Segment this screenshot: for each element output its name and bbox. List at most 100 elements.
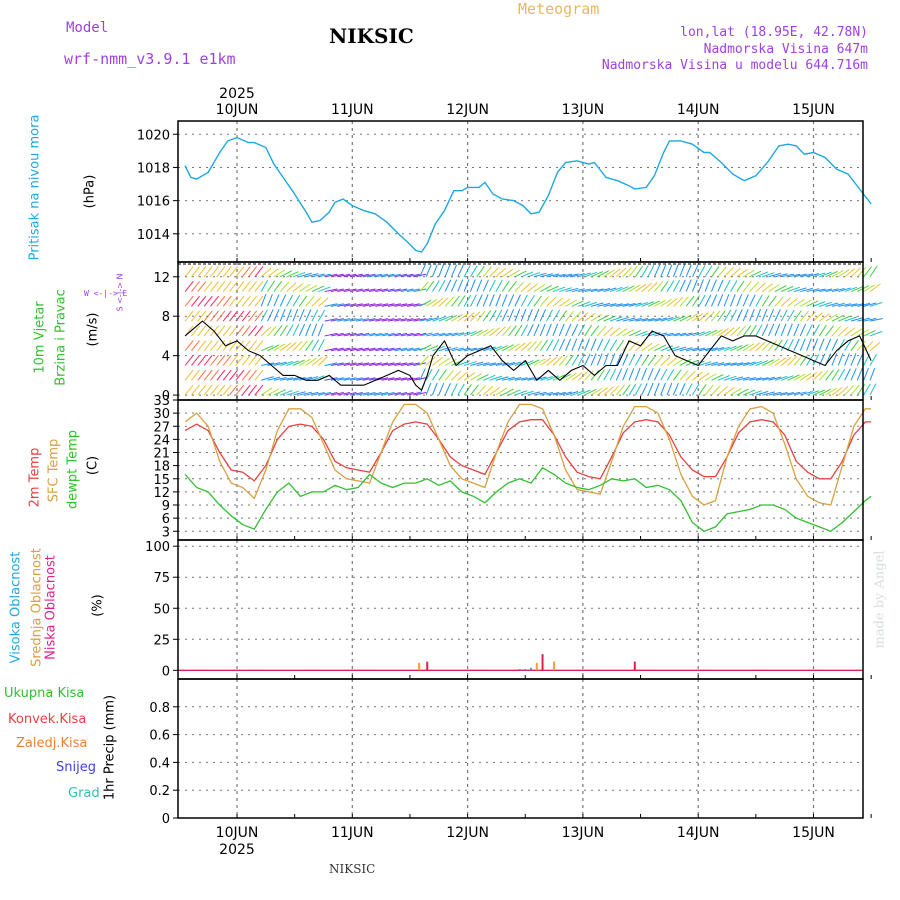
wind-barb <box>241 325 251 337</box>
wind-barb <box>406 303 420 307</box>
wind-barb <box>749 342 761 352</box>
wind-barb <box>476 362 490 366</box>
wind-barb <box>470 279 476 292</box>
wind-barb <box>844 368 851 381</box>
wind-barb <box>343 347 357 352</box>
wind-barb <box>787 323 793 337</box>
wind-barb <box>476 385 487 396</box>
wind-barb <box>539 296 550 307</box>
wind-barb <box>292 376 306 381</box>
wind-barb <box>508 281 517 292</box>
wind-barb <box>590 338 597 351</box>
wind-barb <box>831 386 843 396</box>
wind-barb <box>184 266 194 278</box>
wind-barb <box>673 346 687 352</box>
wind-barb <box>730 326 741 337</box>
wind-barb <box>666 346 680 352</box>
wind-barb <box>260 309 268 322</box>
wind-barb <box>590 302 604 307</box>
wind-barb <box>609 339 618 351</box>
x-day-label-top: 15JUN <box>792 102 835 118</box>
wind-barb <box>704 361 718 366</box>
wind-barb <box>781 285 794 293</box>
wind-barb <box>654 355 664 366</box>
wind-barb <box>501 309 509 322</box>
wind-barb <box>628 266 638 278</box>
wind-barb <box>381 377 395 381</box>
axis-layer: 1014101610181020048123691215182124273033… <box>137 86 872 858</box>
wind-barb <box>248 369 258 381</box>
wind-barb <box>184 369 194 381</box>
wind-barb <box>330 377 344 381</box>
wind-barb <box>825 338 832 351</box>
wind-barb <box>394 303 408 307</box>
wind-barb <box>818 324 827 337</box>
wind-barb <box>356 303 370 307</box>
wind-barb <box>527 340 537 352</box>
wind-barb <box>305 273 319 278</box>
wind-barb <box>235 384 245 396</box>
wind-barb <box>666 264 673 277</box>
wind-barb <box>387 362 401 366</box>
wind-barb <box>584 271 598 278</box>
wind-barb <box>565 323 572 337</box>
wind-barb <box>229 369 238 381</box>
wind-barb <box>673 358 685 366</box>
wind-barb <box>717 294 724 307</box>
wind-barb <box>628 284 641 293</box>
wind-barb <box>869 283 881 292</box>
wind-barb <box>470 373 482 381</box>
wind-barb <box>634 367 641 381</box>
wind-barb <box>692 347 706 352</box>
wind-barb <box>260 326 272 337</box>
plot-layer <box>178 136 872 672</box>
wind-barb <box>552 338 560 351</box>
wind-barb <box>311 339 320 351</box>
wind-barb <box>806 338 812 351</box>
wind-barb <box>749 390 762 396</box>
wind-barb <box>527 295 535 307</box>
wind-barb <box>387 318 401 322</box>
wind-barb <box>375 391 389 396</box>
wind-barb <box>476 294 483 307</box>
wind-barb <box>318 273 332 278</box>
wind-barb <box>203 281 213 292</box>
wind-barb <box>298 295 308 307</box>
wind-barb <box>311 296 322 307</box>
wind-barb <box>489 362 503 366</box>
y-tick-label: 1016 <box>137 195 170 210</box>
panel-frame <box>177 678 864 819</box>
wind-barb <box>260 279 269 292</box>
wind-barb <box>552 391 566 396</box>
wind-barb <box>292 295 301 307</box>
wind-barb <box>768 272 782 278</box>
wind-barb <box>717 362 731 366</box>
wind-barb <box>368 303 382 307</box>
wind-barb <box>679 358 692 366</box>
wind-barb <box>514 390 528 396</box>
wind-barb <box>780 339 789 351</box>
wind-barb <box>704 373 717 381</box>
wind-barb <box>235 266 245 278</box>
wind-barb <box>273 309 280 322</box>
wind-barb <box>502 376 515 381</box>
wind-barb <box>184 355 194 366</box>
wind-barb <box>685 264 692 277</box>
wind-barb <box>381 288 395 293</box>
wind-barb <box>489 345 502 352</box>
wind-barb <box>666 280 675 292</box>
wind-barb <box>210 369 219 381</box>
wind-barb <box>717 386 728 396</box>
wind-barb <box>203 355 213 366</box>
wind-barb <box>609 303 623 307</box>
wind-barb <box>305 339 314 352</box>
wind-barb <box>248 281 258 292</box>
wind-barb <box>273 280 283 292</box>
wind-barb <box>780 296 791 307</box>
wind-barb <box>413 332 427 337</box>
wind-barb <box>413 377 427 381</box>
wind-barb <box>508 389 521 396</box>
wind-barb <box>558 323 565 337</box>
wind-barb <box>806 311 816 322</box>
wind-barb <box>273 294 280 307</box>
